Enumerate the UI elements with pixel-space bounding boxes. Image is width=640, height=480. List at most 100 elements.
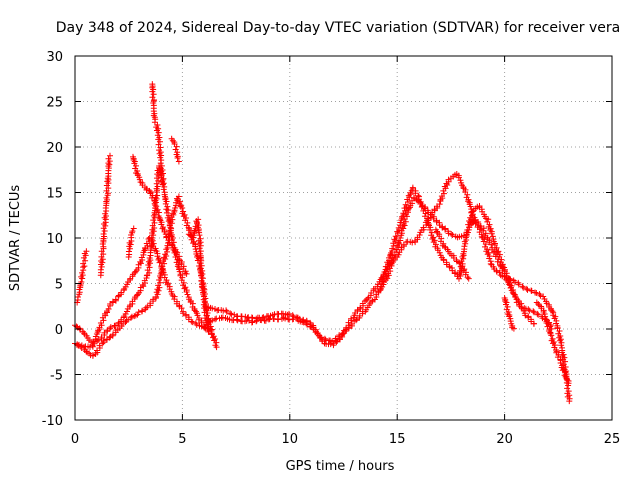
data-point bbox=[286, 310, 293, 317]
data-point bbox=[416, 232, 423, 238]
data-point bbox=[163, 246, 170, 253]
data-point bbox=[336, 332, 343, 339]
data-point bbox=[133, 162, 140, 169]
data-point bbox=[472, 220, 479, 227]
data-point bbox=[177, 203, 184, 210]
data-point bbox=[147, 300, 154, 307]
data-point bbox=[480, 225, 487, 232]
data-point bbox=[79, 269, 86, 276]
data-point bbox=[82, 257, 89, 264]
series-track-n bbox=[394, 171, 573, 405]
data-point bbox=[97, 266, 104, 273]
data-point bbox=[496, 269, 503, 276]
data-point bbox=[202, 315, 209, 322]
data-point bbox=[204, 325, 211, 332]
data-point bbox=[156, 138, 163, 145]
data-point bbox=[165, 207, 172, 214]
data-point bbox=[428, 229, 435, 236]
data-point bbox=[415, 192, 422, 199]
data-point bbox=[122, 319, 129, 326]
x-tick-label: 15 bbox=[389, 432, 406, 447]
data-point bbox=[371, 296, 378, 303]
data-point bbox=[321, 335, 328, 342]
data-point bbox=[395, 251, 402, 258]
data-point bbox=[176, 268, 183, 275]
data-point bbox=[100, 230, 107, 237]
data-point bbox=[433, 218, 440, 225]
data-point bbox=[103, 194, 110, 201]
series-track-i bbox=[168, 135, 182, 165]
data-point bbox=[155, 287, 162, 294]
data-point bbox=[307, 323, 314, 330]
y-tick-label: 5 bbox=[55, 278, 63, 293]
data-point bbox=[465, 198, 472, 205]
data-point bbox=[123, 308, 130, 315]
data-point bbox=[166, 216, 173, 223]
data-point bbox=[419, 202, 426, 209]
x-tick-label: 25 bbox=[604, 432, 621, 447]
data-point bbox=[380, 274, 387, 281]
y-tick-label: 0 bbox=[55, 323, 63, 338]
data-point bbox=[164, 248, 171, 255]
data-point bbox=[562, 358, 569, 365]
data-point bbox=[332, 335, 339, 342]
data-point bbox=[161, 183, 168, 190]
data-point bbox=[150, 296, 157, 303]
data-point bbox=[234, 317, 241, 324]
series-track-k bbox=[205, 252, 396, 349]
data-point bbox=[188, 318, 195, 325]
data-point bbox=[422, 210, 429, 217]
grid bbox=[75, 56, 612, 420]
data-point bbox=[464, 274, 471, 281]
data-point bbox=[146, 255, 153, 262]
data-point bbox=[175, 158, 182, 165]
data-point bbox=[189, 319, 196, 326]
data-point bbox=[480, 227, 487, 234]
data-point bbox=[122, 310, 129, 317]
data-point bbox=[200, 296, 207, 303]
series-track-c bbox=[72, 234, 211, 351]
x-axis-label: GPS time / hours bbox=[286, 459, 395, 474]
data-point bbox=[101, 228, 108, 235]
data-point bbox=[74, 294, 81, 301]
data-point bbox=[327, 341, 334, 348]
data-point bbox=[523, 285, 530, 292]
data-point bbox=[457, 177, 464, 184]
data-point bbox=[159, 181, 166, 188]
data-point bbox=[153, 180, 160, 187]
data-point bbox=[402, 207, 409, 214]
series-track-f bbox=[125, 225, 137, 260]
data-point bbox=[125, 248, 132, 255]
data-point bbox=[127, 314, 134, 321]
data-point bbox=[175, 193, 182, 200]
data-point bbox=[566, 398, 573, 405]
data-point bbox=[531, 309, 538, 316]
data-point bbox=[558, 342, 565, 349]
data-point bbox=[172, 146, 179, 153]
series-track-d bbox=[74, 248, 90, 306]
data-point bbox=[183, 288, 190, 295]
data-point bbox=[205, 328, 212, 335]
data-point bbox=[560, 365, 567, 372]
data-point bbox=[134, 311, 141, 318]
data-point bbox=[139, 307, 146, 314]
y-tick-label: 30 bbox=[46, 50, 63, 65]
data-point bbox=[171, 248, 178, 255]
data-point bbox=[194, 219, 201, 226]
data-point bbox=[157, 258, 164, 265]
data-point bbox=[534, 310, 541, 317]
data-point bbox=[157, 270, 164, 277]
data-point bbox=[248, 314, 255, 321]
data-point bbox=[95, 327, 102, 334]
data-point bbox=[462, 234, 469, 241]
data-point bbox=[172, 205, 179, 212]
data-point bbox=[262, 317, 269, 324]
data-point bbox=[106, 152, 113, 159]
data-point bbox=[95, 336, 102, 343]
data-point bbox=[164, 203, 171, 210]
data-point bbox=[153, 248, 160, 255]
data-point bbox=[427, 214, 434, 221]
x-tick-label: 10 bbox=[282, 432, 299, 447]
data-point bbox=[104, 327, 111, 334]
